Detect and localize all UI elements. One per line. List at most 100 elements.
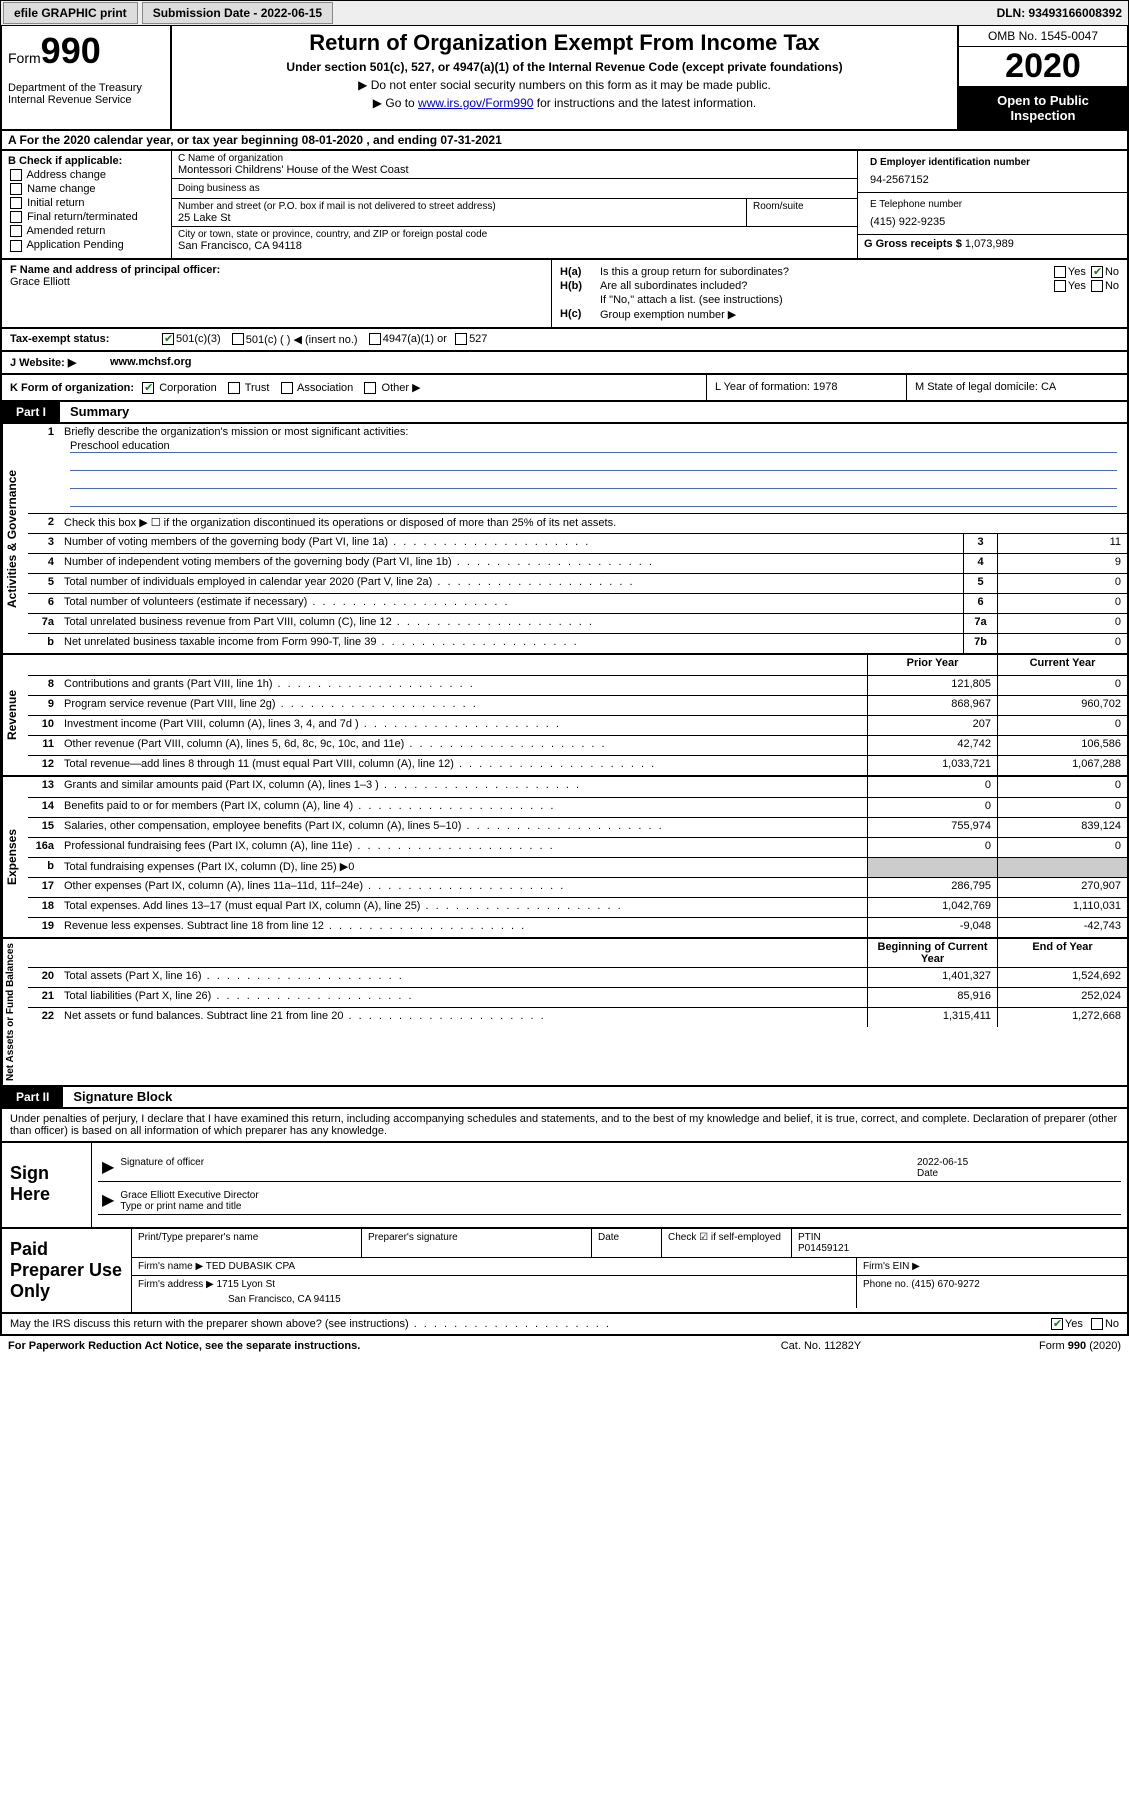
q1-text: Briefly describe the organization's miss… xyxy=(64,426,1123,438)
summary-row: 5Total number of individuals employed in… xyxy=(28,573,1127,593)
hb-text: Are all subordinates included? xyxy=(600,280,1052,292)
footer: For Paperwork Reduction Act Notice, see … xyxy=(0,1336,1129,1356)
summary-row: bTotal fundraising expenses (Part IX, co… xyxy=(28,857,1127,877)
hc-label: H(c) xyxy=(560,308,600,321)
chk-other[interactable] xyxy=(364,382,376,394)
ha-yes[interactable] xyxy=(1054,266,1066,278)
summary-row: 17Other expenses (Part IX, column (A), l… xyxy=(28,877,1127,897)
ha-text: Is this a group return for subordinates? xyxy=(600,266,1052,278)
goto-line: ▶ Go to www.irs.gov/Form990 for instruct… xyxy=(178,96,951,110)
summary-row: 11Other revenue (Part VIII, column (A), … xyxy=(28,735,1127,755)
q2-text: Check this box ▶ ☐ if the organization d… xyxy=(60,514,1127,533)
sig-date: 2022-06-15 xyxy=(917,1157,968,1168)
line-1-num: 1 xyxy=(28,424,60,513)
phone-label: E Telephone number xyxy=(864,196,1121,213)
prep-ptin: PTIN P01459121 xyxy=(792,1229,1127,1257)
form-footer-label: Form 990 (2020) xyxy=(921,1340,1121,1352)
col-current-year: Current Year xyxy=(997,655,1127,675)
irs-discuss-text: May the IRS discuss this return with the… xyxy=(10,1318,1049,1330)
chk-527[interactable] xyxy=(455,333,467,345)
ssn-warning: ▶ Do not enter social security numbers o… xyxy=(178,78,951,92)
submission-date-button[interactable]: Submission Date - 2022-06-15 xyxy=(142,2,333,24)
b-header: B Check if applicable: xyxy=(8,155,165,167)
city-value: San Francisco, CA 94118 xyxy=(178,240,851,252)
part-i-title: Summary xyxy=(60,404,129,419)
chk-final-return[interactable] xyxy=(10,211,22,223)
summary-revenue: Revenue Prior Year Current Year 8Contrib… xyxy=(0,655,1129,777)
ein-value: 94-2567152 xyxy=(864,171,1121,189)
c-name-label: C Name of organization xyxy=(178,153,851,164)
irs-discuss-row: May the IRS discuss this return with the… xyxy=(0,1314,1129,1336)
chk-initial-return[interactable] xyxy=(10,197,22,209)
form-number: Form990 xyxy=(8,30,164,72)
chk-name-change[interactable] xyxy=(10,183,22,195)
dba-label: Doing business as xyxy=(178,183,851,194)
summary-row: 4Number of independent voting members of… xyxy=(28,553,1127,573)
ha-no[interactable] xyxy=(1091,266,1103,278)
summary-row: 20Total assets (Part X, line 16)1,401,32… xyxy=(28,967,1127,987)
summary-row: 6Total number of volunteers (estimate if… xyxy=(28,593,1127,613)
part-ii-header: Part II Signature Block xyxy=(0,1087,1129,1109)
hb-note: If "No," attach a list. (see instruction… xyxy=(600,294,1119,306)
chk-address-change[interactable] xyxy=(10,169,22,181)
top-toolbar: efile GRAPHIC print Submission Date - 20… xyxy=(0,0,1129,26)
line-2-num: 2 xyxy=(28,514,60,533)
summary-row: 16aProfessional fundraising fees (Part I… xyxy=(28,837,1127,857)
row-website: J Website: ▶ www.mchsf.org xyxy=(0,352,1129,375)
paid-preparer-label: Paid Preparer Use Only xyxy=(2,1229,132,1312)
side-governance: Activities & Governance xyxy=(2,424,28,653)
arrow-icon: ▶ xyxy=(102,1157,114,1179)
firm-addr-label: Firm's address ▶ xyxy=(138,1279,214,1290)
paid-preparer-block: Paid Preparer Use Only Print/Type prepar… xyxy=(0,1229,1129,1314)
paperwork-notice: For Paperwork Reduction Act Notice, see … xyxy=(8,1340,721,1352)
side-netassets: Net Assets or Fund Balances xyxy=(2,939,28,1085)
chk-501c3[interactable] xyxy=(162,333,174,345)
firm-city: San Francisco, CA 94115 xyxy=(138,1290,850,1305)
mission-blank-3 xyxy=(70,491,1117,507)
principal-officer: Grace Elliott xyxy=(10,276,543,288)
m-domicile: M State of legal domicile: CA xyxy=(907,375,1127,400)
chk-trust[interactable] xyxy=(228,382,240,394)
summary-row: 10Investment income (Part VIII, column (… xyxy=(28,715,1127,735)
sig-date-label: Date xyxy=(917,1168,938,1179)
chk-501c[interactable] xyxy=(232,333,244,345)
firm-ein-label: Firm's EIN ▶ xyxy=(857,1258,1127,1275)
summary-netassets: Net Assets or Fund Balances Beginning of… xyxy=(0,939,1129,1087)
summary-row: 19Revenue less expenses. Subtract line 1… xyxy=(28,917,1127,937)
dept-label: Department of the Treasury xyxy=(8,82,164,94)
hc-text: Group exemption number ▶ xyxy=(600,308,1119,321)
summary-row: 22Net assets or fund balances. Subtract … xyxy=(28,1007,1127,1027)
f-label: F Name and address of principal officer: xyxy=(10,264,543,276)
firm-phone: Phone no. (415) 670-9272 xyxy=(857,1276,1127,1308)
open-inspection-badge: Open to Public Inspection xyxy=(959,87,1127,129)
chk-amended[interactable] xyxy=(10,225,22,237)
block-fh: F Name and address of principal officer:… xyxy=(0,260,1129,329)
firm-addr: 1715 Lyon St xyxy=(217,1279,276,1290)
discuss-no[interactable] xyxy=(1091,1318,1103,1330)
prep-name-label: Print/Type preparer's name xyxy=(132,1229,362,1257)
hb-yes[interactable] xyxy=(1054,280,1066,292)
form-header: Form990 Department of the Treasury Inter… xyxy=(0,26,1129,131)
chk-association[interactable] xyxy=(281,382,293,394)
summary-row: 13Grants and similar amounts paid (Part … xyxy=(28,777,1127,797)
firm-name-label: Firm's name ▶ xyxy=(138,1261,203,1272)
hb-label: H(b) xyxy=(560,280,600,292)
hb-no[interactable] xyxy=(1091,280,1103,292)
summary-row: 18Total expenses. Add lines 13–17 (must … xyxy=(28,897,1127,917)
summary-governance: Activities & Governance 1 Briefly descri… xyxy=(0,424,1129,655)
officer-name: Grace Elliott Executive Director xyxy=(120,1190,258,1201)
summary-row: 7aTotal unrelated business revenue from … xyxy=(28,613,1127,633)
chk-corporation[interactable] xyxy=(142,382,154,394)
sign-here-label: Sign Here xyxy=(2,1143,92,1227)
efile-print-button[interactable]: efile GRAPHIC print xyxy=(3,2,138,24)
summary-row: 12Total revenue—add lines 8 through 11 (… xyxy=(28,755,1127,775)
chk-4947[interactable] xyxy=(369,333,381,345)
j-label: J Website: ▶ xyxy=(10,356,110,369)
discuss-yes[interactable] xyxy=(1051,1318,1063,1330)
summary-expenses: Expenses 13Grants and similar amounts pa… xyxy=(0,777,1129,939)
chk-app-pending[interactable] xyxy=(10,240,22,252)
sign-here-block: Sign Here ▶ Signature of officer 2022-06… xyxy=(0,1143,1129,1229)
prep-sig-label: Preparer's signature xyxy=(362,1229,592,1257)
form990-link[interactable]: www.irs.gov/Form990 xyxy=(418,96,533,110)
cat-no: Cat. No. 11282Y xyxy=(721,1340,921,1352)
